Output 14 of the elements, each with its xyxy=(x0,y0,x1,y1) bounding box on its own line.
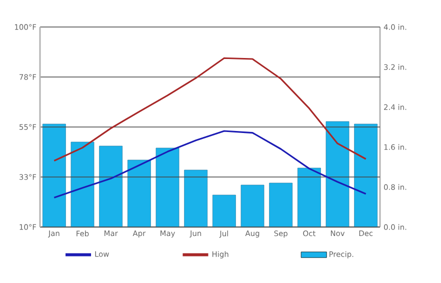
bar xyxy=(156,148,180,228)
bar xyxy=(297,168,321,228)
bar xyxy=(184,170,208,228)
line-series xyxy=(53,130,367,198)
bar xyxy=(212,194,236,228)
bar xyxy=(99,146,123,228)
bar xyxy=(127,160,151,228)
line-series xyxy=(53,57,367,162)
bar xyxy=(326,121,350,228)
bar xyxy=(269,182,293,228)
bar xyxy=(354,124,378,228)
bar xyxy=(70,142,94,228)
bar xyxy=(42,124,66,228)
bar xyxy=(240,184,264,228)
